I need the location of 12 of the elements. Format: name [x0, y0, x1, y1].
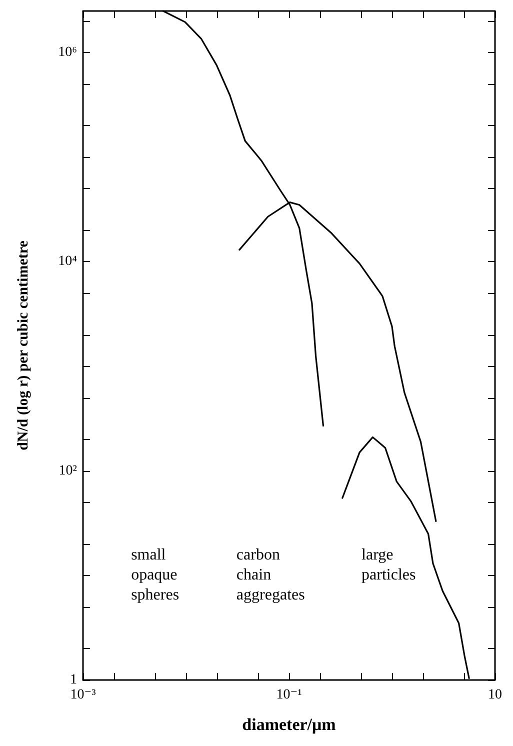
annotation: large particles — [362, 546, 416, 584]
annotation: small opaque spheres — [131, 546, 180, 604]
x-axis-title: diameter/μm — [242, 715, 336, 734]
y-tick-label: 1 — [70, 672, 77, 688]
annotation: carbon chain aggregates — [236, 546, 305, 604]
x-tick-label: 10 — [488, 688, 502, 702]
y-tick-label: 10⁴ — [58, 254, 78, 270]
y-tick-label: 10² — [58, 463, 77, 478]
x-tick-label: 10⁻³ — [70, 688, 96, 702]
y-tick-label: 10⁶ — [58, 45, 78, 60]
y-axis-title: dN/d (log r) per cubic centimetre — [16, 240, 32, 450]
x-tick-label: 10⁻¹ — [276, 688, 302, 702]
